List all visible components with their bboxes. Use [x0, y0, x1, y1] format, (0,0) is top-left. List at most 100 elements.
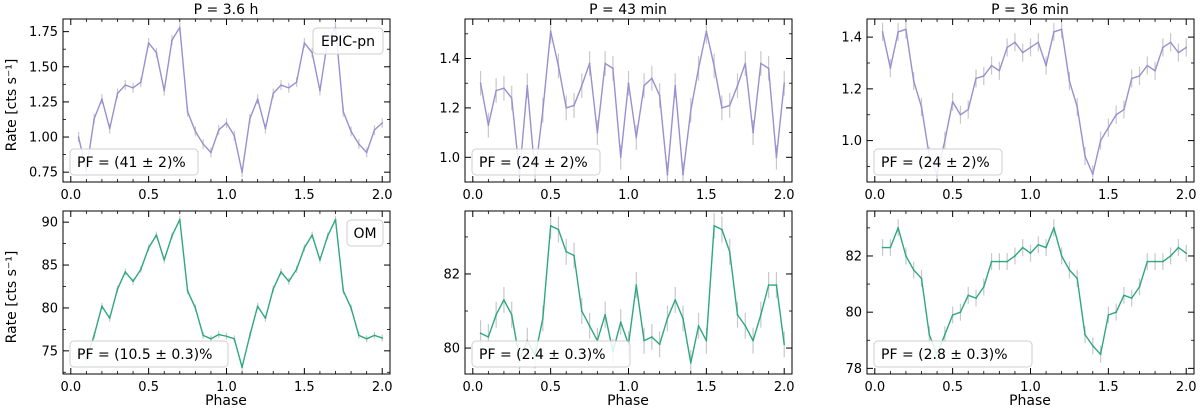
series-segment — [913, 269, 923, 280]
x-tick-label: 0.5 — [138, 380, 159, 395]
data-point — [311, 234, 313, 236]
y-tick-label: 1.4 — [841, 31, 862, 46]
data-point — [1045, 246, 1047, 249]
series-segment — [658, 94, 669, 176]
y-tick-label: 82 — [845, 249, 862, 264]
series-segment — [1154, 46, 1164, 72]
series-segment — [350, 130, 360, 145]
data-point — [495, 313, 497, 316]
series-segment — [210, 129, 220, 154]
data-point — [350, 307, 352, 309]
data-point — [225, 335, 228, 338]
series-group — [881, 219, 1188, 363]
data-point — [897, 31, 899, 33]
series-segment — [93, 305, 103, 337]
data-point — [171, 39, 173, 41]
series-segment — [218, 122, 228, 131]
series-segment — [1099, 314, 1110, 356]
data-point — [1177, 51, 1180, 54]
series-segment — [140, 42, 150, 83]
series-segment — [342, 111, 352, 133]
data-point — [225, 122, 228, 124]
data-point — [959, 311, 962, 313]
data-point — [249, 334, 251, 337]
data-point — [217, 333, 220, 336]
data-point — [666, 317, 669, 320]
series-segment — [155, 52, 165, 92]
data-point — [736, 84, 739, 87]
series-segment — [682, 317, 692, 364]
series-segment — [651, 77, 661, 97]
pf-box — [471, 148, 601, 176]
data-point — [596, 131, 599, 134]
instrument-box — [312, 27, 384, 55]
data-point — [682, 317, 684, 320]
data-point — [1084, 155, 1086, 157]
series-segment — [249, 305, 259, 337]
pf-label: PF = (41 ± 2)% — [77, 155, 186, 171]
y-tick-label: 78 — [845, 362, 862, 377]
instrument-label: EPIC-pn — [321, 34, 375, 50]
data-point — [612, 67, 614, 70]
data-point — [1076, 106, 1079, 108]
data-point — [1185, 46, 1188, 49]
data-point — [1169, 41, 1172, 44]
series-segment — [752, 314, 762, 342]
x-tick-label: 0.0 — [462, 188, 483, 203]
x-tick-label: 1.5 — [294, 380, 315, 395]
data-point — [697, 325, 700, 327]
series-segment — [241, 118, 251, 173]
data-point — [264, 127, 267, 130]
x-tick-label: 2.0 — [1176, 188, 1197, 203]
y-tick-label: 90 — [41, 216, 58, 231]
data-point — [651, 336, 653, 338]
data-point — [319, 259, 321, 261]
data-point — [264, 317, 267, 320]
series-segment — [1053, 227, 1063, 257]
series-segment — [373, 122, 383, 131]
pf-box — [873, 340, 1033, 368]
series-segment — [588, 325, 599, 342]
series-segment — [542, 225, 552, 320]
series-segment — [1076, 106, 1086, 157]
series-segment — [573, 254, 583, 312]
data-point — [760, 62, 762, 65]
data-point — [1053, 31, 1055, 33]
series-segment — [272, 271, 282, 290]
series-segment — [295, 42, 306, 83]
x-axis-title-3: Phase — [1009, 393, 1051, 409]
series-segment — [1006, 41, 1016, 49]
data-point — [163, 89, 166, 92]
data-point — [510, 313, 513, 316]
data-point — [287, 280, 290, 283]
data-point — [311, 51, 313, 54]
series-segment — [171, 26, 181, 41]
x-tick-label: 1.5 — [696, 380, 717, 395]
data-point — [744, 62, 747, 65]
series-segment — [905, 255, 915, 271]
y-tick-label: 80 — [443, 342, 460, 357]
data-point — [241, 171, 243, 173]
y-tick-label: 75 — [41, 344, 58, 359]
series-segment — [1099, 126, 1110, 142]
series-segment — [1022, 246, 1032, 254]
series-segment — [596, 62, 606, 134]
series-segment — [334, 218, 344, 292]
series-segment — [179, 26, 189, 113]
series-segment — [549, 225, 560, 231]
x-tick-label: 1.0 — [1020, 380, 1041, 395]
series-segment — [596, 314, 606, 342]
data-point — [194, 130, 197, 133]
series-segment — [132, 268, 142, 283]
series-segment — [241, 334, 251, 368]
data-point — [1068, 269, 1071, 271]
series-segment — [487, 89, 497, 126]
data-point — [280, 84, 282, 86]
data-point — [1084, 333, 1086, 336]
data-point — [1068, 80, 1071, 82]
data-point — [783, 82, 786, 85]
data-point — [334, 218, 337, 221]
data-point — [689, 362, 692, 364]
series-segment — [194, 130, 204, 145]
series-segment — [1014, 41, 1024, 54]
